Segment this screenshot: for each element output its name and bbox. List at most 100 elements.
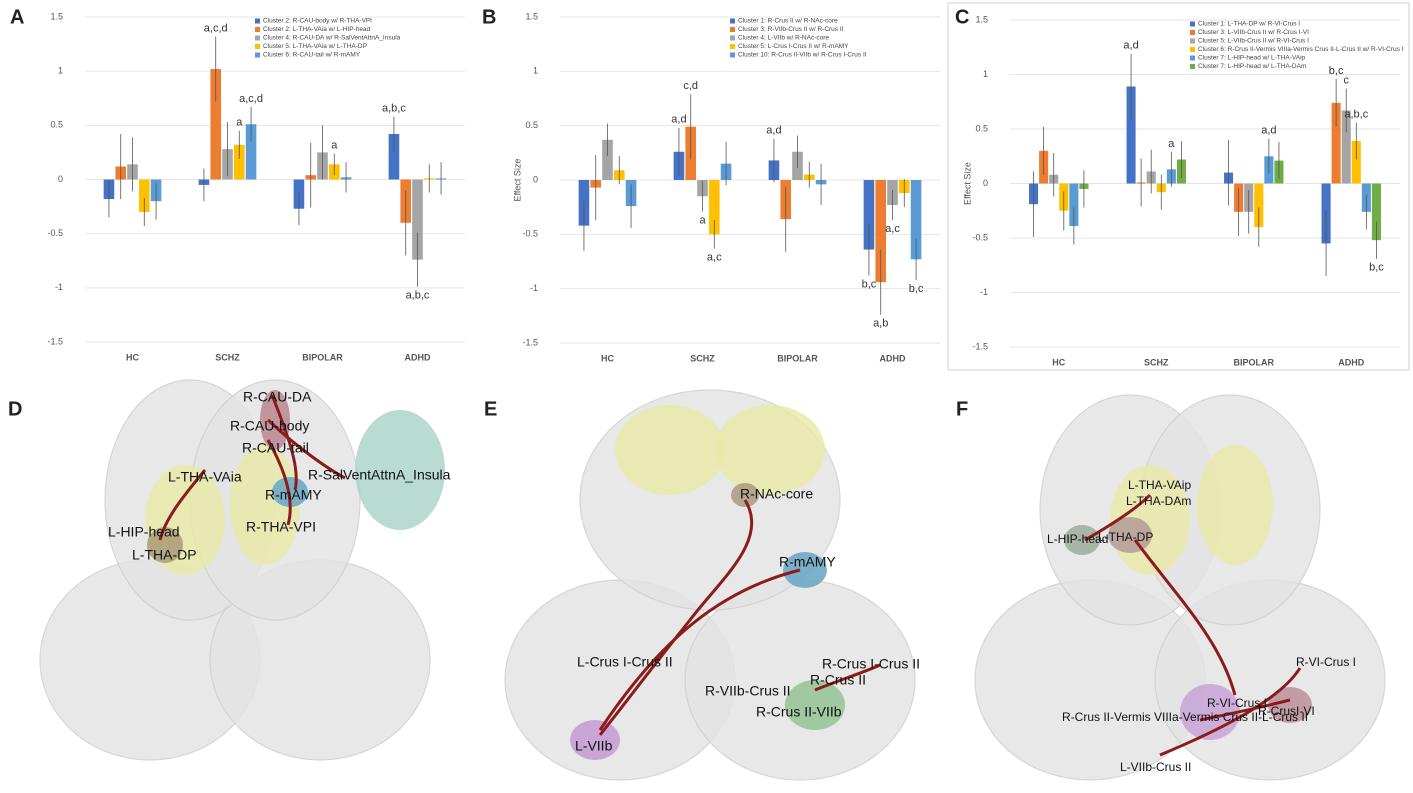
significance-label: a,c — [885, 223, 900, 235]
x-tick-label: HC — [1052, 357, 1065, 367]
significance-label: a,b — [873, 318, 888, 330]
legend-swatch — [255, 53, 260, 58]
panel-label: E — [484, 398, 497, 420]
region-label: L-Crus I-Crus II — [577, 654, 673, 670]
y-tick-label: 1.5 — [525, 11, 538, 21]
significance-label: b,c — [862, 279, 877, 291]
region-label: R-VIIb-Crus II — [705, 683, 791, 699]
x-tick-label: BIPOLAR — [302, 352, 343, 362]
significance-label: a — [236, 117, 243, 129]
significance-label: a — [1168, 138, 1175, 150]
legend-label: Cluster 6: R-Crus II-Vermis VIIIa-Vermis… — [1198, 46, 1404, 53]
significance-label: a,c,d — [239, 93, 263, 105]
x-tick-label: ADHD — [880, 353, 906, 363]
y-tick-label: -0.5 — [47, 228, 63, 238]
significance-label: c — [1343, 75, 1349, 87]
region-label: R-mAMY — [265, 487, 322, 503]
region-label: L-VIIb-Crus II — [1120, 760, 1191, 774]
y-tick-label: 0.5 — [975, 123, 988, 133]
region-label: R-CAU-body — [230, 418, 309, 434]
region-label: R-CAU-tail — [242, 440, 309, 456]
y-tick-label: 1.5 — [975, 14, 988, 24]
region-label: L-THA-VAip — [1128, 478, 1191, 492]
significance-label: b,c — [909, 283, 924, 295]
y-tick-label: 1 — [533, 66, 538, 76]
legend-label: Cluster 5: L-THA-VAia w/ L-THA-DP — [263, 43, 367, 50]
y-tick-label: -1 — [55, 282, 63, 292]
y-tick-label: 0 — [983, 178, 988, 188]
legend-swatch — [1190, 30, 1195, 35]
significance-label: a — [699, 214, 706, 226]
region-label: L-THA-VAia — [168, 469, 242, 485]
legend-swatch — [730, 44, 735, 49]
y-tick-label: 1.5 — [50, 11, 63, 21]
significance-label: a,b,c — [382, 103, 406, 115]
x-tick-label: BIPOLAR — [1234, 357, 1275, 367]
significance-label: a,c — [707, 251, 722, 263]
x-tick-label: HC — [126, 352, 139, 362]
panel-label: A — [10, 6, 24, 28]
significance-label: a,b,c — [1344, 108, 1368, 120]
legend-label: Cluster 4: L-VIIb w/ R-NAc-core — [738, 35, 829, 42]
region-label: R-Crus II-VIIb — [756, 704, 842, 720]
significance-label: a,d — [1261, 125, 1276, 137]
significance-label: a,d — [671, 114, 686, 126]
y-tick-label: 1 — [983, 69, 988, 79]
region-label: L-THA-DP — [132, 547, 197, 563]
region-label: R-Crus II — [810, 672, 866, 688]
legend-label: Cluster 3: R-VIIb-Crus II w/ R-Crus II — [738, 26, 844, 33]
brain-e — [505, 390, 915, 780]
legend-swatch — [255, 36, 260, 41]
region-label: L-THA-DAm — [1126, 494, 1191, 508]
panel-label: B — [482, 6, 496, 28]
significance-label: a,c,d — [204, 22, 228, 34]
y-axis-label: Effect Size — [512, 159, 522, 202]
legend-label: Cluster 4: R-CAU-DA w/ R-SalVentAttnA_In… — [263, 35, 401, 42]
legend-swatch — [1190, 47, 1195, 52]
region-label: R-Crus II-Vermis VIIIa-Vermis Crus II-L-… — [1062, 710, 1308, 724]
legend-swatch — [255, 27, 260, 32]
significance-label: a,b,c — [406, 290, 430, 302]
panel-label: D — [8, 398, 22, 420]
legend-label: Cluster 6: R-CAU-tail w/ R-mAMY — [263, 52, 361, 59]
legend-swatch — [730, 36, 735, 41]
y-tick-label: -1.5 — [47, 336, 63, 346]
figure: D R-CAU-DA R-CAU-body R-CAU-tail R-SalVe… — [0, 0, 1413, 793]
y-tick-label: 0 — [533, 174, 538, 184]
legend-label: Cluster 2: R-CAU-body w/ R-THA-VPl — [263, 18, 372, 25]
region-label: R-mAMY — [779, 554, 836, 570]
y-tick-label: -0.5 — [522, 229, 538, 239]
significance-label: a — [331, 139, 338, 151]
y-tick-label: -1 — [530, 283, 538, 293]
x-tick-label: SCHZ — [1144, 357, 1169, 367]
legend-swatch — [1190, 39, 1195, 44]
y-axis-label: Effect Size — [962, 162, 972, 205]
legend-label: Cluster 1: L-THA-DP w/ R-VI-Crus I — [1198, 21, 1300, 28]
y-tick-label: 0.5 — [525, 120, 538, 130]
x-tick-label: ADHD — [405, 352, 431, 362]
legend-swatch — [1190, 64, 1195, 69]
y-tick-label: 0.5 — [50, 120, 63, 130]
legend-swatch — [255, 44, 260, 49]
x-tick-label: SCHZ — [690, 353, 715, 363]
significance-label: b,c — [1329, 65, 1344, 77]
legend-label: Cluster 3: L-VIIb-Crus II w/ R-Crus I-VI — [1198, 29, 1309, 36]
region-label: R-THA-VPI — [246, 519, 316, 535]
panel-label: F — [956, 398, 968, 420]
legend-swatch — [1190, 22, 1195, 27]
y-tick-label: -0.5 — [972, 232, 988, 242]
legend-swatch — [1190, 56, 1195, 61]
legend-swatch — [730, 27, 735, 32]
y-tick-label: 1 — [58, 66, 63, 76]
legend-swatch — [730, 19, 735, 24]
chart-border — [948, 3, 1409, 370]
legend-label: Cluster 1: R-Crus II w/ R-NAc-core — [738, 18, 838, 25]
legend-label: Cluster 10: R-Crus II-VIIb w/ R-Crus I-C… — [738, 52, 867, 59]
y-tick-label: -1.5 — [972, 341, 988, 351]
legend-label: Cluster 7: L-HIP-head w/ L-THA-DAm — [1198, 63, 1306, 70]
region-label: R-VI-Crus I — [1296, 655, 1356, 669]
region-label: R-SalVentAttnA_Insula — [308, 467, 451, 483]
legend-label: Cluster 2: L-THA-VAia w/ L-HIP-head — [263, 26, 371, 33]
significance-label: a,d — [1123, 40, 1138, 52]
region-label: R-NAc-core — [740, 486, 813, 502]
